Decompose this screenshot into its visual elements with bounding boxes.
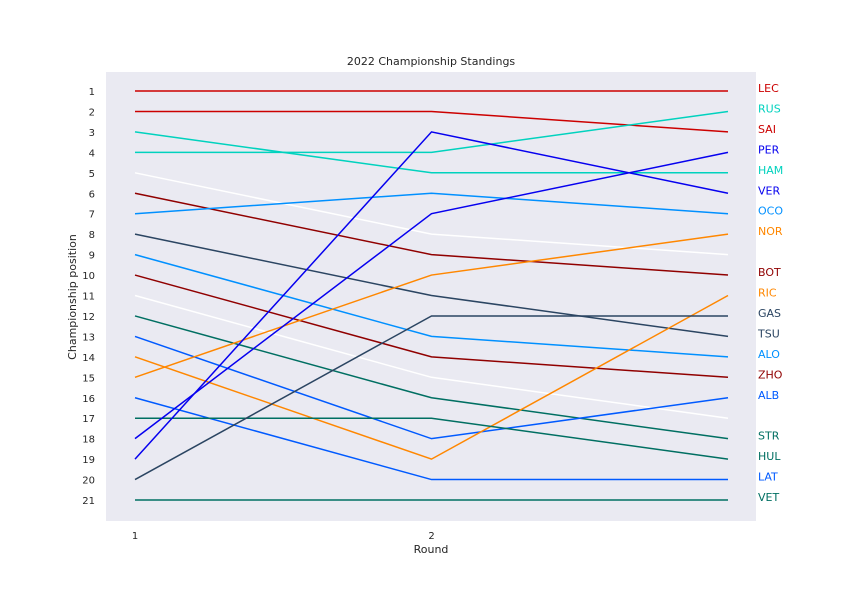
y-tick-label: 6 [89,189,95,200]
series-line-8 [134,233,729,338]
series-lines [134,90,729,501]
y-tick-label: 1 [89,87,95,98]
series-line-10 [134,274,729,379]
series-line-6 [134,192,729,276]
driver-label-lec: LEC [758,82,779,95]
driver-label-alo: ALO [758,348,780,361]
y-tick-label: 10 [82,271,95,282]
driver-label-rus: RUS [758,102,781,115]
driver-label-gas: GAS [758,307,781,320]
driver-label-bot: BOT [758,266,781,279]
x-axis-label: Round [414,543,449,556]
driver-label-vet: VET [758,491,779,504]
series-line-7 [134,192,729,215]
series-line-11 [134,294,729,419]
y-tick-label: 18 [82,435,95,446]
y-tick-label: 11 [82,292,95,303]
y-tick-label: 14 [82,353,95,364]
y-tick-label: 15 [82,373,95,384]
driver-label-oco: OCO [758,205,783,218]
y-tick-label: 20 [82,476,95,487]
driver-end-labels: LEC RUS SAI PER HAM VER OCO NOR BOT RIC GAS TSU ALO Z… [757,82,783,504]
driver-label-ham: HAM [758,164,783,177]
y-tick-label: 9 [89,251,95,262]
y-tick-label: 5 [89,169,95,180]
y-tick-label: 3 [89,128,95,139]
driver-label-lat: LAT [758,471,778,484]
y-tick-label: 2 [89,107,95,118]
y-tick-label: 17 [82,414,95,425]
y-axis-label: Championship position [66,234,79,360]
y-tick-label: 7 [89,210,95,221]
series-line-13 [134,335,729,440]
y-tick-label: 16 [82,394,95,405]
y-tick-label: 21 [82,496,95,507]
y-tick-label: 4 [89,148,95,159]
x-tick-label: 2 [428,531,434,542]
y-tick-label: 19 [82,455,95,466]
series-line-19 [134,131,729,460]
driver-label-nor: NOR [758,225,783,238]
chart-title: 2022 Championship Standings [347,55,516,68]
driver-label-alb: ALB [758,389,779,402]
driver-label-ric: RIC [758,287,777,300]
y-tick-label: 12 [82,312,95,323]
series-line-20 [134,315,728,481]
series-line-15 [134,233,729,379]
driver-label-tsu: TSU [757,327,780,340]
series-line-17 [135,417,729,460]
plot-background [106,72,756,521]
driver-label-ver: VER [758,184,780,197]
y-tick-label: 8 [89,230,95,241]
driver-label-str: STR [758,430,780,443]
series-line-4 [135,110,729,154]
driver-label-zho: ZHO [758,368,783,381]
x-tick-label: 1 [132,531,138,542]
series-line-14 [134,294,729,460]
y-tick-label: 13 [82,332,95,343]
driver-label-sai: SAI [758,123,776,136]
driver-label-hul: HUL [758,450,781,463]
driver-label-per: PER [758,143,780,156]
